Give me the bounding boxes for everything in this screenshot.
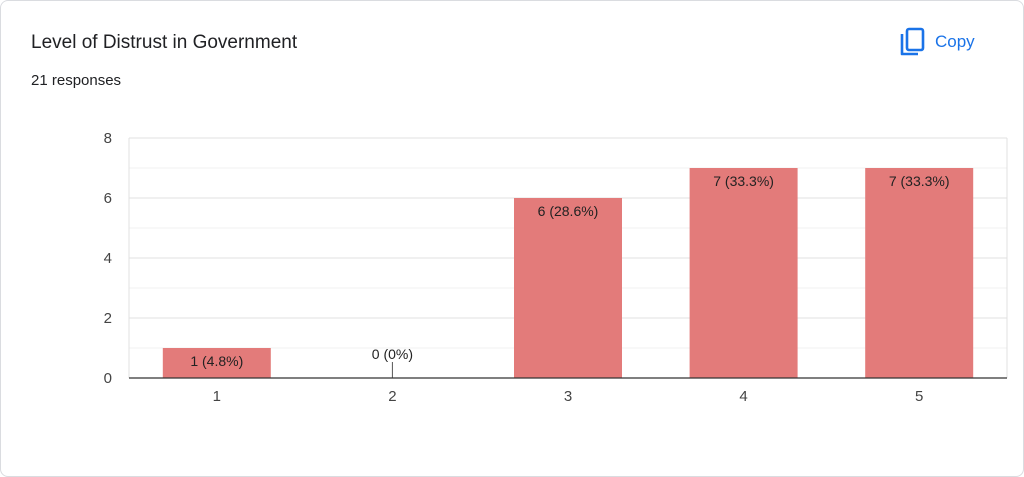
y-tick-label: 2 [104, 310, 112, 327]
data-label: 7 (33.3%) [713, 173, 774, 189]
y-tick-label: 0 [104, 370, 112, 387]
x-tick-label: 2 [388, 388, 396, 405]
copy-button[interactable]: Copy [891, 23, 983, 61]
bar [865, 168, 974, 378]
response-count: 21 responses [31, 72, 122, 89]
x-tick-label: 4 [739, 388, 747, 405]
x-tick-label: 1 [213, 388, 221, 405]
y-tick-label: 8 [104, 130, 112, 147]
bar [162, 348, 271, 378]
data-label: 7 (33.3%) [889, 173, 950, 189]
copy-label: Copy [935, 32, 975, 51]
bar [514, 198, 622, 378]
bar [689, 168, 798, 378]
data-label: 6 (28.6%) [538, 203, 599, 219]
x-tick-label: 5 [915, 388, 923, 405]
y-tick-label: 6 [104, 190, 112, 207]
data-label: 1 (4.8%) [190, 353, 243, 369]
chart-title: Level of Distrust in Government [31, 32, 298, 53]
y-tick-label: 4 [104, 250, 112, 267]
data-label: 0 (0%) [372, 346, 413, 362]
x-tick-label: 3 [564, 388, 572, 405]
copy-icon [899, 27, 925, 57]
